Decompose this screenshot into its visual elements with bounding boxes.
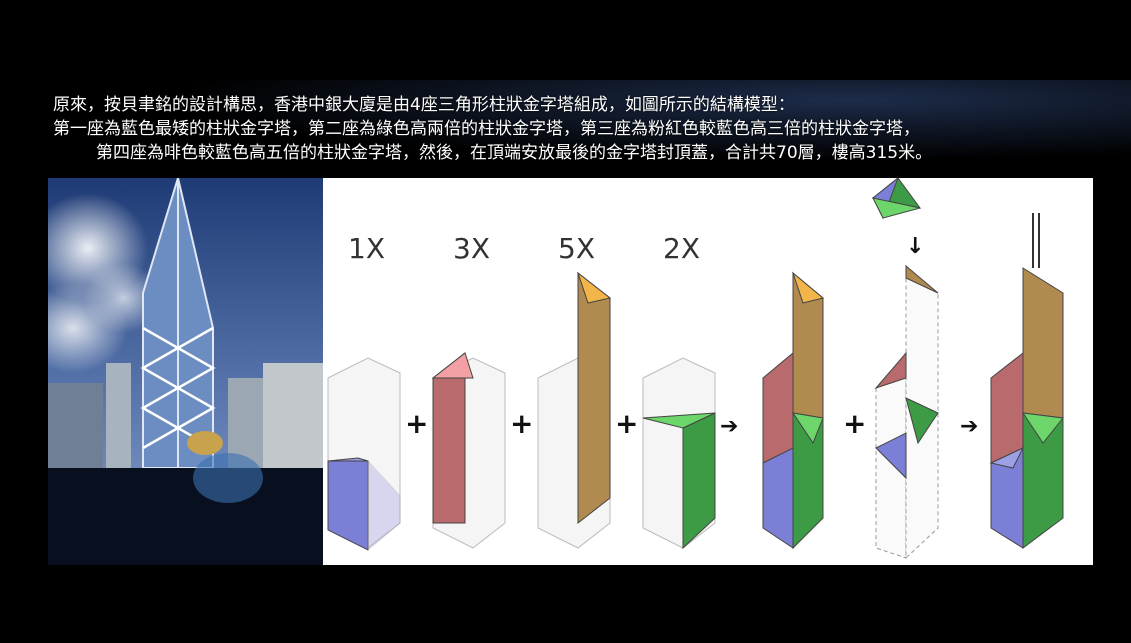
label-1x: 1X xyxy=(348,232,385,265)
pyramid-assembly-diagram: 1X 3X 5X 2X + + + ➔ + ➔ xyxy=(323,178,1093,565)
arrow-1: ➔ xyxy=(720,414,738,439)
floating-pieces xyxy=(874,264,939,480)
plus-2: + xyxy=(510,407,533,440)
label-3x: 3X xyxy=(453,232,490,265)
brown-prism xyxy=(577,271,612,525)
plus-3: + xyxy=(615,407,638,440)
cap-pyramid xyxy=(871,178,922,220)
label-5x: 5X xyxy=(558,232,595,265)
caption-line-1: 原來，按貝聿銘的設計構思，香港中銀大廈是由4座三角形柱狀金字塔組成，如圖所示的結… xyxy=(53,95,795,115)
down-arrow: ↓ xyxy=(906,234,924,259)
assembled-prisms xyxy=(762,271,825,550)
plus-1: + xyxy=(405,407,428,440)
bank-of-china-tower-photo xyxy=(48,178,323,565)
red-prism xyxy=(431,351,474,524)
label-2x: 2X xyxy=(663,232,700,265)
caption-line-2: 第一座為藍色最矮的柱狀金字塔，第二座為綠色高兩倍的柱狀金字塔，第三座為粉紅色較藍… xyxy=(53,119,920,139)
plus-4: + xyxy=(843,407,866,440)
green-prism xyxy=(642,412,716,550)
blue-prism xyxy=(327,457,401,552)
final-tower xyxy=(989,213,1064,549)
arrow-2: ➔ xyxy=(960,414,978,439)
caption-line-3: 第四座為啡色較藍色高五倍的柱狀金字塔，然後，在頂端安放最後的金字塔封頂蓋，合計共… xyxy=(96,143,933,163)
